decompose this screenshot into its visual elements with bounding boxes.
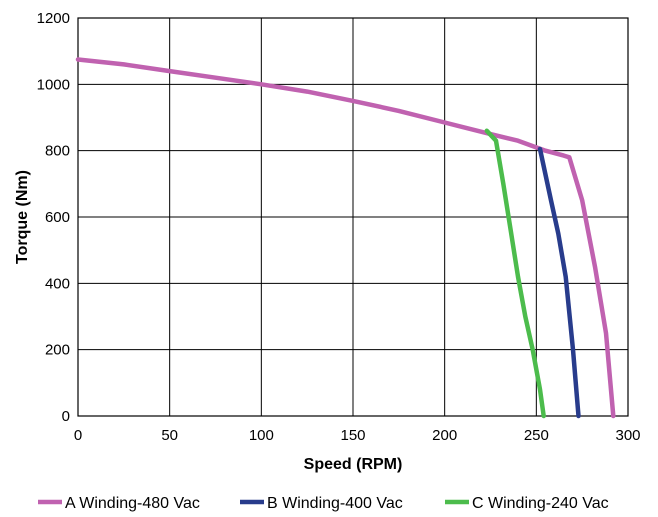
x-axis-title: Speed (RPM) bbox=[304, 456, 403, 473]
y-axis-title: Torque (Nm) bbox=[14, 170, 31, 264]
x-tick-label-250: 250 bbox=[524, 427, 549, 444]
x-tick-label-100: 100 bbox=[249, 427, 274, 444]
series-line-b bbox=[537, 146, 581, 419]
x-tick-label-200: 200 bbox=[432, 427, 457, 444]
y-tick-label-0: 0 bbox=[62, 408, 70, 425]
plot-frame bbox=[77, 17, 629, 417]
y-tick-label-1200: 1200 bbox=[37, 10, 70, 27]
y-tick-label-800: 800 bbox=[45, 143, 70, 160]
x-tick-label-50: 50 bbox=[161, 427, 178, 444]
x-tick-label-0: 0 bbox=[74, 427, 82, 444]
y-tick-label-200: 200 bbox=[45, 342, 70, 359]
legend-label-b: B Winding-400 Vac bbox=[267, 495, 403, 512]
y-tick-label-400: 400 bbox=[45, 275, 70, 292]
y-tick-label-600: 600 bbox=[45, 209, 70, 226]
legend-label-c: C Winding-240 Vac bbox=[472, 495, 609, 512]
x-axis-ticks: 0 50 100 150 200 250 300 bbox=[74, 427, 641, 444]
series-lines bbox=[75, 57, 616, 419]
legend-label-a: A Winding-480 Vac bbox=[65, 495, 200, 512]
x-tick-label-300: 300 bbox=[615, 427, 640, 444]
series-line-a bbox=[75, 57, 616, 419]
y-tick-label-1000: 1000 bbox=[37, 76, 70, 93]
legend: A Winding-480 Vac B Winding-400 Vac C Wind… bbox=[38, 495, 609, 512]
y-axis-ticks: 0 200 400 600 800 1000 1200 bbox=[37, 10, 70, 425]
series-line-c bbox=[484, 128, 546, 419]
x-tick-label-150: 150 bbox=[340, 427, 365, 444]
